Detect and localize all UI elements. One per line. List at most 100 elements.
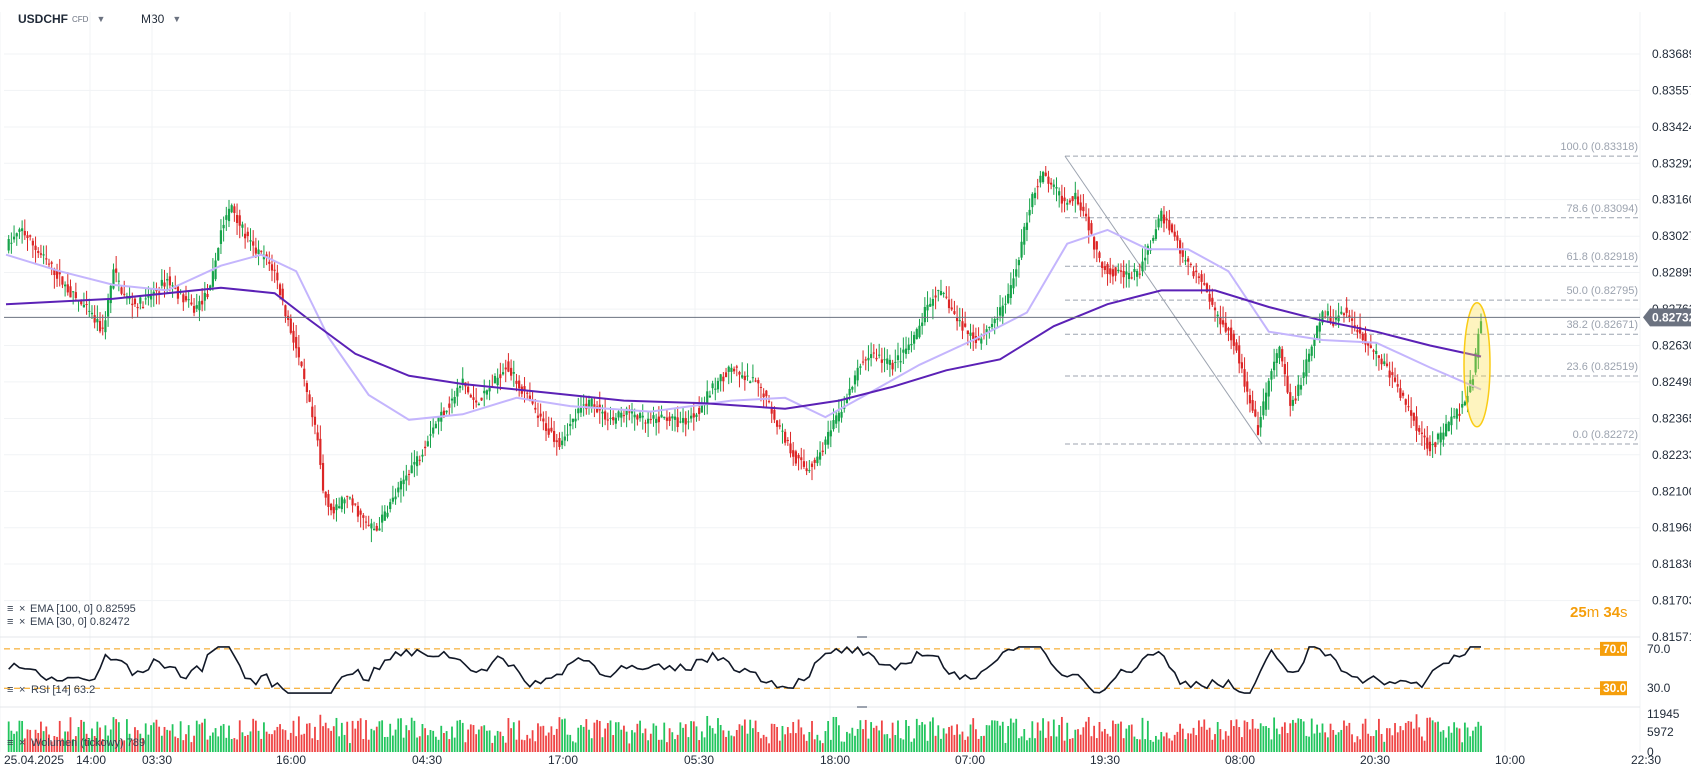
candle (378, 517, 381, 531)
symbol-type: CFD (72, 14, 89, 24)
volume-bar (682, 727, 684, 752)
volume-bar (126, 719, 128, 752)
candle (85, 290, 88, 315)
candle (316, 424, 319, 447)
volume-bar (1171, 740, 1173, 752)
candle (606, 412, 609, 431)
close-icon[interactable]: × (19, 603, 25, 615)
candle (483, 379, 486, 407)
candle (397, 481, 400, 498)
volume-bar (1267, 727, 1270, 752)
candle (493, 373, 497, 384)
candle (273, 262, 276, 283)
candle (329, 502, 333, 516)
candle (1189, 262, 1192, 268)
candle (499, 362, 502, 391)
volume-bar (128, 733, 131, 752)
candle (287, 310, 290, 327)
candle (741, 362, 744, 380)
candle (1420, 421, 1423, 446)
candle (372, 521, 376, 531)
volume-bar (1308, 736, 1310, 752)
menu-icon[interactable]: ≡ (7, 737, 13, 749)
volume-bar (1216, 721, 1219, 752)
candle (343, 497, 346, 514)
volume-bar (405, 725, 408, 752)
candle (426, 435, 429, 447)
candle (684, 411, 687, 437)
volume-bar (50, 741, 53, 752)
volume-bar (932, 717, 934, 752)
volume-bar (354, 728, 357, 752)
candle (1138, 263, 1141, 279)
candle (171, 282, 174, 298)
fib-level-label: 61.8 (0.82918) (1566, 251, 1638, 263)
candle (386, 505, 389, 519)
candle (125, 292, 129, 305)
candle (230, 203, 233, 214)
volume-bar (1017, 738, 1020, 752)
volume-bar (1103, 728, 1106, 752)
candle (1340, 306, 1343, 315)
volume-bar (104, 725, 107, 752)
time-tick-label: 18:00 (820, 753, 850, 767)
volume-legend[interactable]: ≡ × Wolumen (tickowy) 789 (7, 737, 145, 749)
candle (187, 291, 190, 308)
candle (1157, 214, 1160, 231)
time-tick-label: 05:30 (684, 753, 714, 767)
candle (434, 421, 437, 429)
volume-bar (948, 727, 950, 752)
menu-icon[interactable]: ≡ (7, 684, 13, 696)
candle (1012, 269, 1015, 295)
volume-bar (359, 718, 362, 752)
volume-bar (1359, 739, 1361, 752)
close-icon[interactable]: × (19, 684, 25, 696)
candle (813, 457, 816, 470)
candle (781, 423, 784, 444)
candle (405, 464, 408, 491)
candle (732, 366, 736, 375)
volume-bar (762, 734, 765, 752)
candle (1240, 353, 1243, 374)
candle (1041, 170, 1045, 184)
ema100-legend[interactable]: ≡ × EMA [100, 0] 0.82595 (7, 603, 136, 615)
candle (918, 318, 921, 339)
candle (1023, 222, 1026, 255)
candle (923, 297, 926, 326)
close-icon[interactable]: × (19, 616, 25, 628)
volume-bar (1063, 740, 1066, 752)
volume-bar (445, 731, 448, 752)
candle (722, 371, 725, 392)
menu-icon[interactable]: ≡ (7, 616, 13, 628)
volume-bar (550, 726, 553, 752)
volume-bar (408, 730, 410, 752)
volume-bar (491, 742, 494, 752)
menu-icon[interactable]: ≡ (7, 603, 13, 615)
volume-bar (1028, 737, 1031, 752)
symbol-selector[interactable]: USDCHF CFD ▼ (18, 8, 105, 30)
candle (770, 401, 773, 423)
volume-bar (483, 725, 486, 752)
volume-bar (300, 734, 303, 752)
volume-bar (179, 721, 182, 752)
candle-countdown: 25m 34s (1570, 604, 1628, 621)
candle (29, 234, 32, 241)
candle (577, 397, 580, 421)
candle (703, 396, 706, 416)
volume-bar (357, 720, 359, 752)
volume-bar (319, 714, 322, 752)
timeframe-selector[interactable]: M30 ▼ (141, 8, 181, 30)
rsi-legend[interactable]: ≡ × RSI [14] 63.2 (7, 684, 95, 696)
volume-bar (1329, 723, 1332, 752)
volume-bar (117, 722, 120, 752)
volume-bar (596, 719, 598, 752)
volume-bar (91, 728, 93, 752)
candle (1103, 261, 1106, 275)
candle (1028, 198, 1031, 223)
ema30-legend[interactable]: ≡ × EMA [30, 0] 0.82472 (7, 616, 130, 628)
fib-trend-line (1064, 155, 1263, 445)
volume-bar (1015, 718, 1018, 752)
volume-bar (786, 727, 789, 752)
close-icon[interactable]: × (19, 737, 25, 749)
